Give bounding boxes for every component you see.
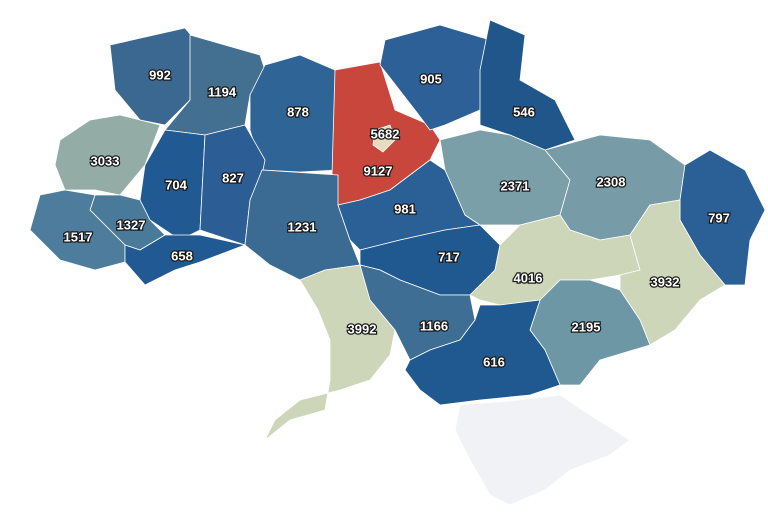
region-label: 992 <box>149 67 171 82</box>
region-label: 658 <box>171 248 193 263</box>
region <box>124 234 246 286</box>
region <box>109 27 196 126</box>
region <box>469 214 641 306</box>
region-label: 2371 <box>501 178 530 193</box>
region-label: 3033 <box>91 153 120 168</box>
region-label: 616 <box>483 354 505 369</box>
region <box>379 24 491 131</box>
region-label: 2308 <box>597 174 626 189</box>
region-label: 4016 <box>514 270 543 285</box>
region-label: 9127 <box>364 163 393 178</box>
region-label: 704 <box>165 177 187 192</box>
regions <box>29 19 766 441</box>
region-label: 1517 <box>64 229 93 244</box>
region-label: 797 <box>708 210 730 225</box>
crimea <box>454 394 631 506</box>
region <box>249 54 339 173</box>
region-label: 878 <box>287 104 309 119</box>
region-label: 3932 <box>651 274 680 289</box>
region <box>404 299 561 406</box>
region-label: 3992 <box>348 321 377 336</box>
labels: 992 1194 878 9127 5682 905 546 3033 704 … <box>62 66 731 371</box>
region-label: 981 <box>394 201 416 216</box>
region <box>54 114 161 196</box>
region <box>619 199 726 346</box>
region <box>372 124 396 153</box>
region-label: 905 <box>420 71 442 86</box>
region-label: 717 <box>438 249 460 264</box>
region-label: 546 <box>513 104 535 119</box>
region-label: 1231 <box>288 219 317 234</box>
region-label: 1194 <box>208 84 237 99</box>
region-label: 1327 <box>117 217 146 232</box>
region-label: 2195 <box>572 319 601 334</box>
region <box>479 19 576 151</box>
region-label: 5682 <box>371 126 400 141</box>
region-label: 827 <box>222 170 244 185</box>
region-label: 1166 <box>420 318 448 333</box>
